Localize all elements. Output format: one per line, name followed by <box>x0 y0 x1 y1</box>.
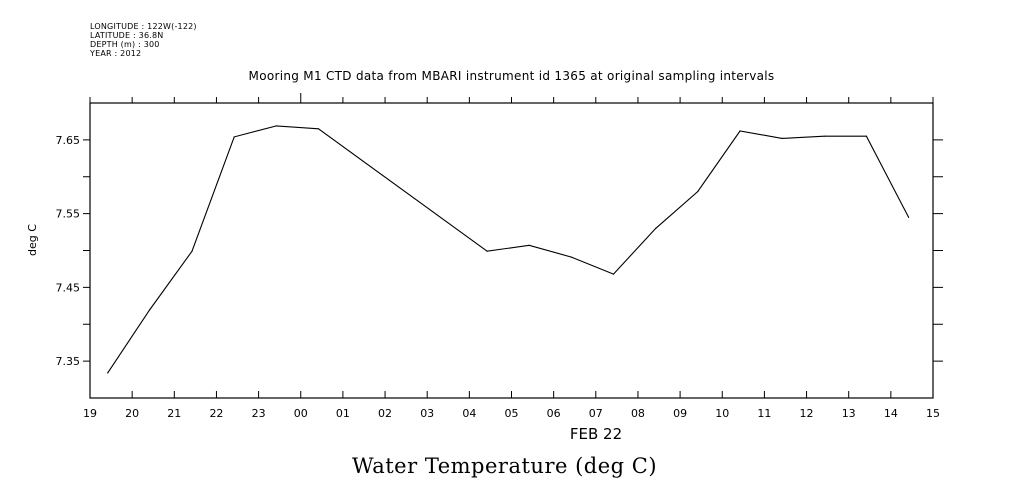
y-tick-label: 7.65 <box>56 134 81 147</box>
x-tick-label: 23 <box>252 407 266 420</box>
data-point <box>486 250 488 252</box>
data-point <box>107 372 109 374</box>
x-tick-label: 13 <box>842 407 856 420</box>
longitude-label: LONGITUDE : 122W(-122) <box>90 22 197 31</box>
series-line <box>107 125 910 374</box>
y-tick-label: 7.55 <box>56 208 81 221</box>
x-tick-label: 00 <box>294 407 308 420</box>
x-tick-label: 14 <box>884 407 898 420</box>
metadata-block: LONGITUDE : 122W(-122) LATITUDE : 36.8N … <box>90 22 197 58</box>
plot-frame <box>89 102 934 399</box>
latitude-label: LATITUDE : 36.8N <box>90 31 164 40</box>
x-tick-label: 10 <box>715 407 729 420</box>
year-label: YEAR : 2012 <box>90 49 142 58</box>
x-tick-label: 11 <box>757 407 771 420</box>
x-tick-label: 09 <box>673 407 687 420</box>
x-tick-label: 06 <box>547 407 561 420</box>
data-point <box>697 190 699 193</box>
x-tick-label: 22 <box>209 407 223 420</box>
data-point <box>317 128 320 130</box>
x-tick-label: 19 <box>83 407 97 420</box>
x-tick-label: 01 <box>336 407 350 420</box>
data-series <box>107 125 910 374</box>
data-point <box>612 273 615 275</box>
chart-title: Water Temperature (deg C) <box>351 454 658 478</box>
y-tick-label: 7.45 <box>56 281 81 294</box>
x-tick-label: 20 <box>125 407 139 420</box>
data-point <box>907 216 910 218</box>
data-point <box>865 135 868 137</box>
x-tick-label: 12 <box>800 407 814 420</box>
x-axis-ticks: 19 20 21 22 23 00 01 02 03 04 05 06 07 08 09 10 11 12 13 14… <box>83 93 940 420</box>
data-point <box>233 136 235 138</box>
data-point <box>149 308 151 311</box>
data-point <box>739 130 741 132</box>
data-point <box>655 227 657 229</box>
data-point <box>570 256 572 258</box>
data-point <box>823 135 825 137</box>
x-tick-label: 08 <box>631 407 645 420</box>
chart-subtitle: Mooring M1 CTD data from MBARI instrumen… <box>248 69 775 83</box>
data-point <box>191 250 193 252</box>
x-axis-label: FEB 22 <box>570 425 622 443</box>
data-point <box>781 137 783 139</box>
x-tick-label: 07 <box>589 407 603 420</box>
x-tick-label: 03 <box>420 407 434 420</box>
y-axis-ticks: 7.35 7.45 7.55 7.65 <box>56 134 943 368</box>
data-point <box>275 125 277 127</box>
x-tick-label: 15 <box>926 407 940 420</box>
x-tick-label: 02 <box>378 407 392 420</box>
x-tick-label: 04 <box>462 407 476 420</box>
data-point <box>528 244 530 246</box>
depth-label: DEPTH (m) : 300 <box>90 40 160 49</box>
y-tick-label: 7.35 <box>56 355 81 368</box>
x-tick-label: 05 <box>505 407 519 420</box>
x-tick-label: 21 <box>167 407 181 420</box>
